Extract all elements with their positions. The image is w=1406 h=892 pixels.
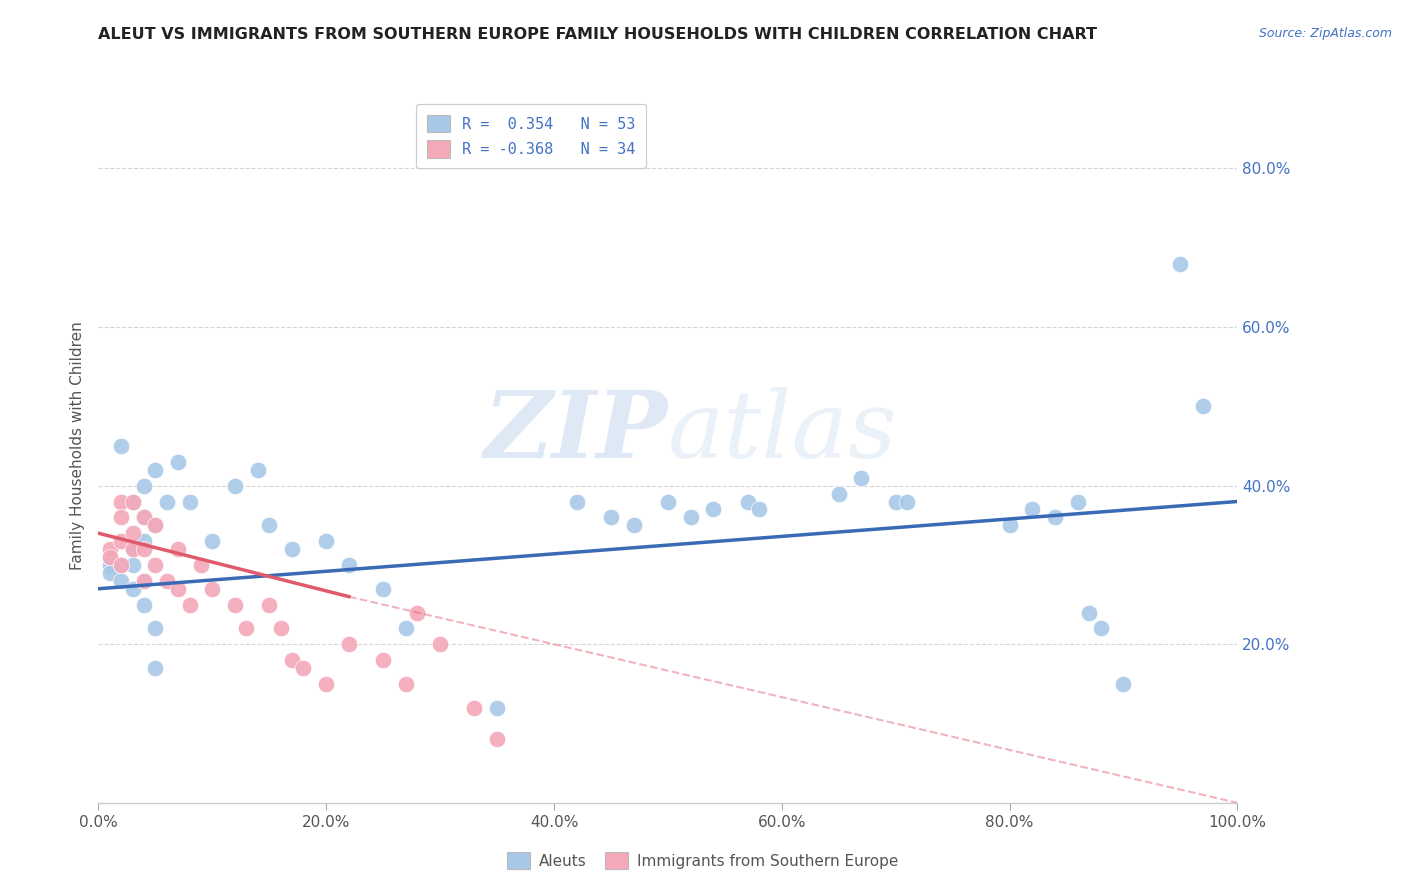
- Point: [395, 677, 418, 691]
- Point: [121, 494, 143, 508]
- Point: [1192, 400, 1215, 414]
- Point: [121, 542, 143, 557]
- Point: [121, 582, 143, 596]
- Point: [224, 598, 246, 612]
- Point: [98, 558, 121, 572]
- Point: [281, 653, 304, 667]
- Point: [1021, 502, 1043, 516]
- Point: [145, 558, 167, 572]
- Point: [132, 574, 155, 588]
- Point: [315, 534, 337, 549]
- Point: [486, 700, 509, 714]
- Point: [224, 478, 246, 492]
- Point: [657, 494, 679, 508]
- Text: atlas: atlas: [668, 387, 897, 476]
- Text: ALEUT VS IMMIGRANTS FROM SOUTHERN EUROPE FAMILY HOUSEHOLDS WITH CHILDREN CORRELA: ALEUT VS IMMIGRANTS FROM SOUTHERN EUROPE…: [98, 27, 1098, 42]
- Point: [565, 494, 588, 508]
- Point: [121, 542, 143, 557]
- Point: [851, 471, 873, 485]
- Point: [679, 510, 702, 524]
- Point: [132, 534, 155, 549]
- Point: [98, 566, 121, 580]
- Point: [201, 534, 224, 549]
- Point: [246, 463, 269, 477]
- Point: [110, 439, 132, 453]
- Point: [1078, 606, 1101, 620]
- Point: [600, 510, 623, 524]
- Point: [337, 558, 360, 572]
- Text: ZIP: ZIP: [484, 387, 668, 476]
- Point: [201, 582, 224, 596]
- Point: [429, 637, 451, 651]
- Point: [337, 637, 360, 651]
- Point: [167, 542, 190, 557]
- Point: [896, 494, 918, 508]
- Point: [1170, 257, 1192, 271]
- Point: [281, 542, 304, 557]
- Point: [121, 494, 143, 508]
- Point: [132, 510, 155, 524]
- Point: [179, 598, 201, 612]
- Point: [828, 486, 851, 500]
- Point: [406, 606, 429, 620]
- Point: [110, 558, 132, 572]
- Point: [395, 621, 418, 635]
- Point: [190, 558, 212, 572]
- Point: [110, 534, 132, 549]
- Point: [121, 558, 143, 572]
- Point: [98, 542, 121, 557]
- Point: [259, 598, 281, 612]
- Point: [132, 598, 155, 612]
- Point: [145, 463, 167, 477]
- Point: [132, 574, 155, 588]
- Point: [110, 494, 132, 508]
- Text: Source: ZipAtlas.com: Source: ZipAtlas.com: [1258, 27, 1392, 40]
- Point: [235, 621, 257, 635]
- Point: [98, 549, 121, 564]
- Point: [463, 700, 485, 714]
- Point: [737, 494, 759, 508]
- Point: [884, 494, 907, 508]
- Point: [270, 621, 292, 635]
- Legend: R =  0.354   N = 53, R = -0.368   N = 34: R = 0.354 N = 53, R = -0.368 N = 34: [416, 104, 647, 169]
- Point: [623, 518, 645, 533]
- Point: [167, 582, 190, 596]
- Point: [110, 510, 132, 524]
- Point: [1043, 510, 1066, 524]
- Point: [145, 621, 167, 635]
- Point: [371, 582, 394, 596]
- Point: [1090, 621, 1112, 635]
- Point: [1112, 677, 1135, 691]
- Point: [156, 574, 179, 588]
- Point: [167, 455, 190, 469]
- Point: [121, 526, 143, 541]
- Point: [132, 542, 155, 557]
- Point: [259, 518, 281, 533]
- Point: [315, 677, 337, 691]
- Point: [110, 558, 132, 572]
- Point: [132, 478, 155, 492]
- Point: [292, 661, 315, 675]
- Point: [145, 518, 167, 533]
- Point: [1067, 494, 1090, 508]
- Legend: Aleuts, Immigrants from Southern Europe: Aleuts, Immigrants from Southern Europe: [501, 846, 905, 875]
- Point: [748, 502, 770, 516]
- Point: [132, 510, 155, 524]
- Point: [145, 661, 167, 675]
- Point: [156, 494, 179, 508]
- Point: [98, 549, 121, 564]
- Point: [371, 653, 394, 667]
- Point: [110, 574, 132, 588]
- Point: [486, 732, 509, 747]
- Point: [702, 502, 724, 516]
- Y-axis label: Family Households with Children: Family Households with Children: [69, 322, 84, 570]
- Point: [179, 494, 201, 508]
- Point: [998, 518, 1021, 533]
- Point: [145, 518, 167, 533]
